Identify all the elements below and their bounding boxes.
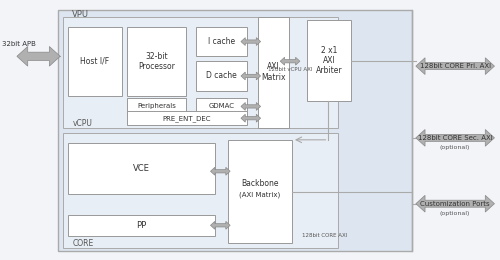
Text: Processor: Processor [138,62,175,71]
Text: Host I/F: Host I/F [80,57,110,66]
Text: VCE: VCE [134,164,150,173]
Text: D cache: D cache [206,72,236,80]
Text: GDMAC: GDMAC [208,103,234,109]
Bar [228,140,292,243]
Bar [58,10,412,251]
Text: vCPU: vCPU [73,119,93,128]
Text: 128bit CORE AXI: 128bit CORE AXI [302,233,347,238]
Text: PRE_ENT_DEC: PRE_ENT_DEC [162,115,211,122]
Text: 32-bit: 32-bit [145,52,168,61]
Polygon shape [416,195,494,212]
Polygon shape [280,57,300,65]
Polygon shape [241,102,260,110]
Text: (optional): (optional) [440,211,470,216]
Polygon shape [241,114,260,122]
Text: I cache: I cache [208,37,235,46]
Text: CORE: CORE [73,238,94,248]
Polygon shape [17,47,60,66]
Bar [63,133,338,248]
Bar [63,17,338,128]
Bar [68,143,216,194]
Text: Backbone: Backbone [242,179,279,188]
Text: (optional): (optional) [440,145,470,150]
Text: AXI: AXI [322,56,336,65]
Bar [127,98,186,115]
Text: Matrix: Matrix [261,73,285,82]
Text: VPU: VPU [72,10,89,18]
Bar [196,61,247,91]
Text: 128bit CORE Sec. AXI: 128bit CORE Sec. AXI [418,135,492,141]
Text: Arbiter: Arbiter [316,66,342,75]
Polygon shape [241,72,260,80]
Text: Customization Ports: Customization Ports [420,201,490,207]
Polygon shape [416,129,494,146]
Polygon shape [210,221,230,229]
Text: 2 x1: 2 x1 [320,46,337,55]
Bar [68,27,122,96]
Text: 128bit CORE Pri. AXI: 128bit CORE Pri. AXI [420,63,490,69]
Bar [307,20,351,101]
Polygon shape [241,38,260,45]
Polygon shape [210,167,230,175]
Bar [127,27,186,96]
Text: 32bit APB: 32bit APB [2,41,36,47]
Text: AXI: AXI [267,62,280,71]
Bar [196,27,247,56]
Text: PP: PP [136,221,147,230]
Bar [196,98,247,115]
Text: (AXI Matrix): (AXI Matrix) [240,191,281,198]
Polygon shape [416,58,494,74]
Bar [68,214,216,236]
Text: Peripherals: Peripherals [137,103,176,109]
Bar [127,111,247,125]
Text: 128bit vCPU AXI: 128bit vCPU AXI [268,67,312,72]
Bar [258,17,289,128]
